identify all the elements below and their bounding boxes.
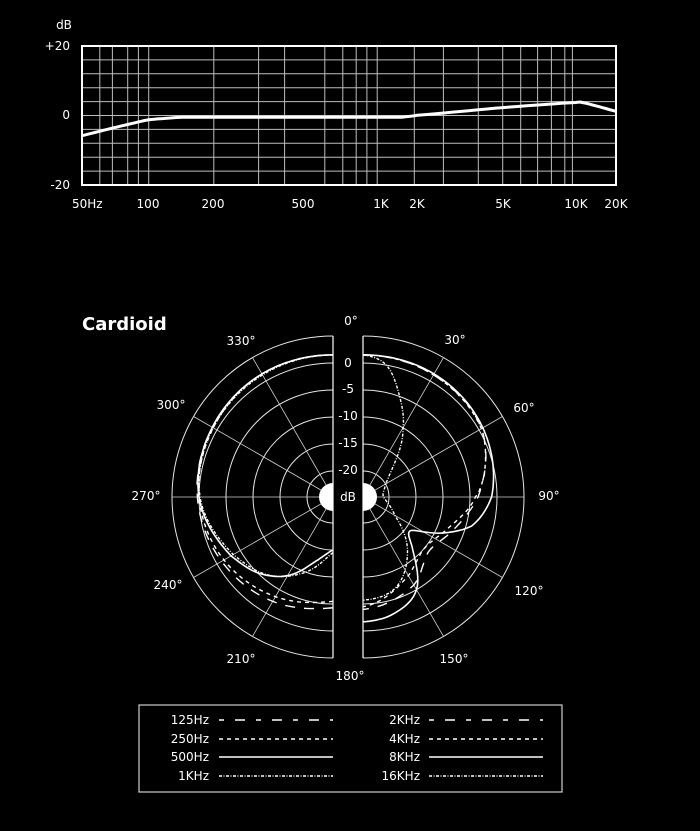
polar-spoke — [362, 496, 444, 637]
legend-label: 8KHz — [389, 750, 420, 764]
polar-curve-8khz — [362, 354, 495, 623]
fr-x-tick-label: 200 — [202, 197, 225, 211]
polar-radial-label: -15 — [338, 436, 358, 450]
fr-y-axis-label: dB — [56, 18, 72, 32]
polar-curve-1khz — [198, 354, 334, 578]
polar-spoke — [252, 357, 334, 498]
polar-angle-labels: 0° 30° 60° 90° 120° 150° 180° 210° 240° 270° 300° 3… — [132, 314, 560, 683]
legend-label: 125Hz — [171, 713, 209, 727]
polar-center-disk-left — [319, 483, 333, 511]
legend-label: 2KHz — [389, 713, 420, 727]
polar-angle-label: 150° — [440, 652, 469, 666]
fr-response-curve — [81, 100, 617, 138]
fr-x-tick-label: 5K — [495, 197, 512, 211]
fr-x-tick-label: 2K — [409, 197, 426, 211]
polar-radial-labels: 0 -5 -10 -15 -20 dB — [338, 356, 358, 504]
polar-curve-125hz — [196, 354, 334, 610]
legend-label: 1KHz — [178, 769, 209, 783]
polar-angle-label: 30° — [444, 333, 465, 347]
polar-radial-unit: dB — [340, 490, 356, 504]
polar-radial-label: -10 — [338, 409, 358, 423]
legend-item: 4KHz — [389, 732, 543, 746]
polar-spoke — [193, 416, 334, 498]
fr-y-tick-label: 0 — [62, 108, 70, 122]
fr-x-tick-label: 10K — [564, 197, 588, 211]
polar-angle-label: 210° — [227, 652, 256, 666]
legend-item: 500Hz — [171, 750, 333, 764]
polar-angle-label: 120° — [515, 584, 544, 598]
fr-y-tick-label: -20 — [50, 178, 70, 192]
polar-angle-label: 240° — [154, 578, 183, 592]
polar-angle-label: 60° — [513, 401, 534, 415]
polar-angle-label: 330° — [227, 334, 256, 348]
legend-item: 250Hz — [171, 732, 333, 746]
polar-curves — [196, 354, 495, 623]
polar-curve-4khz — [362, 354, 487, 608]
fr-x-tick-labels: 50Hz 100 200 500 1K 2K 5K 10K 20K — [72, 197, 629, 211]
legend-item: 2KHz — [389, 713, 543, 727]
legend-label: 4KHz — [389, 732, 420, 746]
legend-label: 250Hz — [171, 732, 209, 746]
legend-item: 125Hz — [171, 713, 333, 727]
polar-center-disk-right — [363, 483, 377, 511]
polar-angle-label: 270° — [132, 489, 161, 503]
fr-y-tick-label: +20 — [45, 39, 70, 53]
polar-curve-2khz — [362, 354, 487, 611]
polar-angle-label: 90° — [538, 489, 559, 503]
polar-spoke — [362, 496, 503, 578]
legend-label: 16KHz — [382, 769, 420, 783]
polar-radial-label: 0 — [344, 356, 352, 370]
legend-item: 1KHz — [178, 769, 333, 783]
polar-angle-label: 300° — [157, 398, 186, 412]
legend: 125Hz 250Hz 500Hz 1KHz 2KHz 4KHz 8KHz 16KHz — [138, 704, 563, 793]
legend-item: 8KHz — [389, 750, 543, 764]
fr-x-tick-label: 100 — [137, 197, 160, 211]
fr-grid — [82, 46, 616, 185]
polar-pattern-chart: Cardioid 0° 30° 60° 90° 120° 150° 180° 210° 240°… — [82, 314, 560, 683]
fr-x-tick-label: 500 — [292, 197, 315, 211]
fr-x-tick-label: 1K — [373, 197, 390, 211]
polar-curve-500hz — [197, 354, 334, 578]
polar-spoke — [362, 416, 503, 498]
polar-angle-label: 180° — [336, 669, 365, 683]
fr-x-tick-label: 20K — [604, 197, 628, 211]
polar-curve-16khz — [362, 354, 409, 601]
legend-item: 16KHz — [382, 769, 543, 783]
polar-radial-label: -20 — [338, 463, 358, 477]
polar-angle-label: 0° — [344, 314, 358, 328]
frequency-response-chart: dB +20 0 -20 50Hz 100 200 500 1K 2K 5K 10K 20K — [45, 18, 629, 211]
polar-title: Cardioid — [82, 314, 167, 335]
fr-plot-frame — [81, 45, 617, 186]
polar-radial-label: -5 — [342, 382, 354, 396]
polar-spoke — [193, 496, 334, 578]
polar-spoke — [252, 496, 334, 637]
fr-x-tick-label: 50Hz — [72, 197, 103, 211]
legend-label: 500Hz — [171, 750, 209, 764]
